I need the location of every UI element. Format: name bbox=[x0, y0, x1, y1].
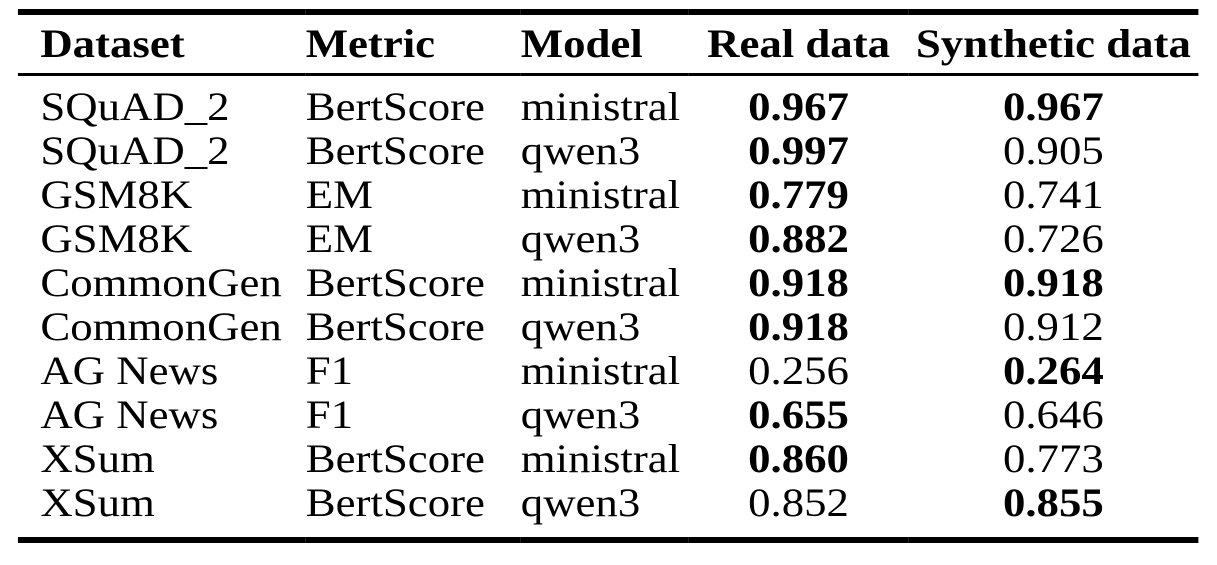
results-table: Dataset Metric Model Real data Synthetic… bbox=[17, 9, 1199, 543]
cell-real-data: 0.779 bbox=[748, 172, 849, 217]
cell-real-data: 0.860 bbox=[748, 436, 849, 481]
cell-dataset: CommonGen bbox=[40, 260, 282, 305]
cell-real-data: 0.852 bbox=[748, 480, 849, 525]
table-row: AG News F1 qwen3 0.655 0.646 bbox=[18, 393, 1198, 437]
cell-real-data: 0.918 bbox=[748, 260, 849, 305]
cell-metric: EM bbox=[305, 216, 373, 261]
cell-synthetic-data: 0.741 bbox=[1002, 172, 1104, 217]
table-row: CommonGen BertScore qwen3 0.918 0.912 bbox=[18, 305, 1198, 349]
cell-metric: F1 bbox=[305, 392, 354, 437]
cell-model: qwen3 bbox=[520, 480, 641, 525]
column-header-model: Model bbox=[520, 12, 689, 76]
column-header-dataset: Dataset bbox=[17, 12, 306, 76]
table-header: Dataset Metric Model Real data Synthetic… bbox=[17, 12, 1199, 76]
table-row: CommonGen BertScore ministral 0.918 0.91… bbox=[18, 261, 1198, 305]
table-row: AG News F1 ministral 0.256 0.264 bbox=[18, 349, 1198, 393]
cell-synthetic-data: 0.773 bbox=[1002, 436, 1104, 481]
column-header-synthetic-data: Synthetic data bbox=[908, 12, 1199, 76]
cell-real-data: 0.882 bbox=[748, 216, 849, 261]
cell-dataset: AG News bbox=[40, 392, 219, 437]
header-row: Dataset Metric Model Real data Synthetic… bbox=[17, 12, 1199, 76]
cell-metric: BertScore bbox=[305, 480, 485, 525]
cell-dataset: GSM8K bbox=[40, 172, 193, 217]
cell-model: ministral bbox=[520, 84, 681, 129]
cell-real-data: 0.967 bbox=[748, 84, 849, 129]
cell-metric: BertScore bbox=[305, 260, 485, 305]
table-scale-wrapper: Dataset Metric Model Real data Synthetic… bbox=[0, 9, 1217, 543]
cell-dataset: SQuAD_2 bbox=[40, 128, 230, 173]
cell-synthetic-data: 0.912 bbox=[1002, 304, 1104, 349]
cell-dataset: AG News bbox=[40, 348, 219, 393]
cell-model: ministral bbox=[520, 348, 681, 393]
cell-dataset: CommonGen bbox=[40, 304, 282, 349]
cell-dataset: SQuAD_2 bbox=[40, 84, 230, 129]
cell-model: ministral bbox=[520, 172, 681, 217]
table-row: SQuAD_2 BertScore qwen3 0.997 0.905 bbox=[18, 129, 1198, 173]
cell-real-data: 0.256 bbox=[748, 348, 849, 393]
cell-model: qwen3 bbox=[520, 216, 641, 261]
cell-dataset: XSum bbox=[40, 436, 155, 481]
table-row: GSM8K EM ministral 0.779 0.741 bbox=[18, 173, 1198, 217]
cell-synthetic-data: 0.264 bbox=[1002, 348, 1104, 393]
cell-metric: BertScore bbox=[305, 128, 485, 173]
cell-synthetic-data: 0.855 bbox=[1002, 480, 1104, 525]
table-row: GSM8K EM qwen3 0.882 0.726 bbox=[18, 217, 1198, 261]
cell-real-data: 0.997 bbox=[748, 128, 849, 173]
cell-dataset: XSum bbox=[40, 480, 155, 525]
cell-model: ministral bbox=[520, 436, 681, 481]
cell-model: ministral bbox=[520, 260, 681, 305]
cell-metric: BertScore bbox=[305, 84, 485, 129]
cell-metric: BertScore bbox=[305, 304, 485, 349]
cell-dataset: GSM8K bbox=[40, 216, 193, 261]
cell-synthetic-data: 0.726 bbox=[1002, 216, 1104, 261]
cell-metric: F1 bbox=[305, 348, 354, 393]
cell-model: qwen3 bbox=[520, 128, 641, 173]
cell-real-data: 0.918 bbox=[748, 304, 849, 349]
column-header-real-data: Real data bbox=[688, 12, 909, 76]
cell-model: qwen3 bbox=[520, 304, 641, 349]
table-row: XSum BertScore ministral 0.860 0.773 bbox=[18, 437, 1198, 481]
table-row: XSum BertScore qwen3 0.852 0.855 bbox=[18, 481, 1198, 540]
cell-synthetic-data: 0.905 bbox=[1002, 128, 1104, 173]
cell-real-data: 0.655 bbox=[748, 392, 849, 437]
cell-metric: EM bbox=[305, 172, 373, 217]
cell-synthetic-data: 0.646 bbox=[1002, 392, 1104, 437]
column-header-metric: Metric bbox=[305, 12, 521, 76]
cell-synthetic-data: 0.918 bbox=[1002, 260, 1104, 305]
cell-model: qwen3 bbox=[520, 392, 641, 437]
cell-synthetic-data: 0.967 bbox=[1002, 84, 1104, 129]
table-body: SQuAD_2 BertScore ministral 0.967 0.967 … bbox=[18, 75, 1198, 541]
table-row: SQuAD_2 BertScore ministral 0.967 0.967 bbox=[18, 75, 1198, 130]
cell-metric: BertScore bbox=[305, 436, 485, 481]
